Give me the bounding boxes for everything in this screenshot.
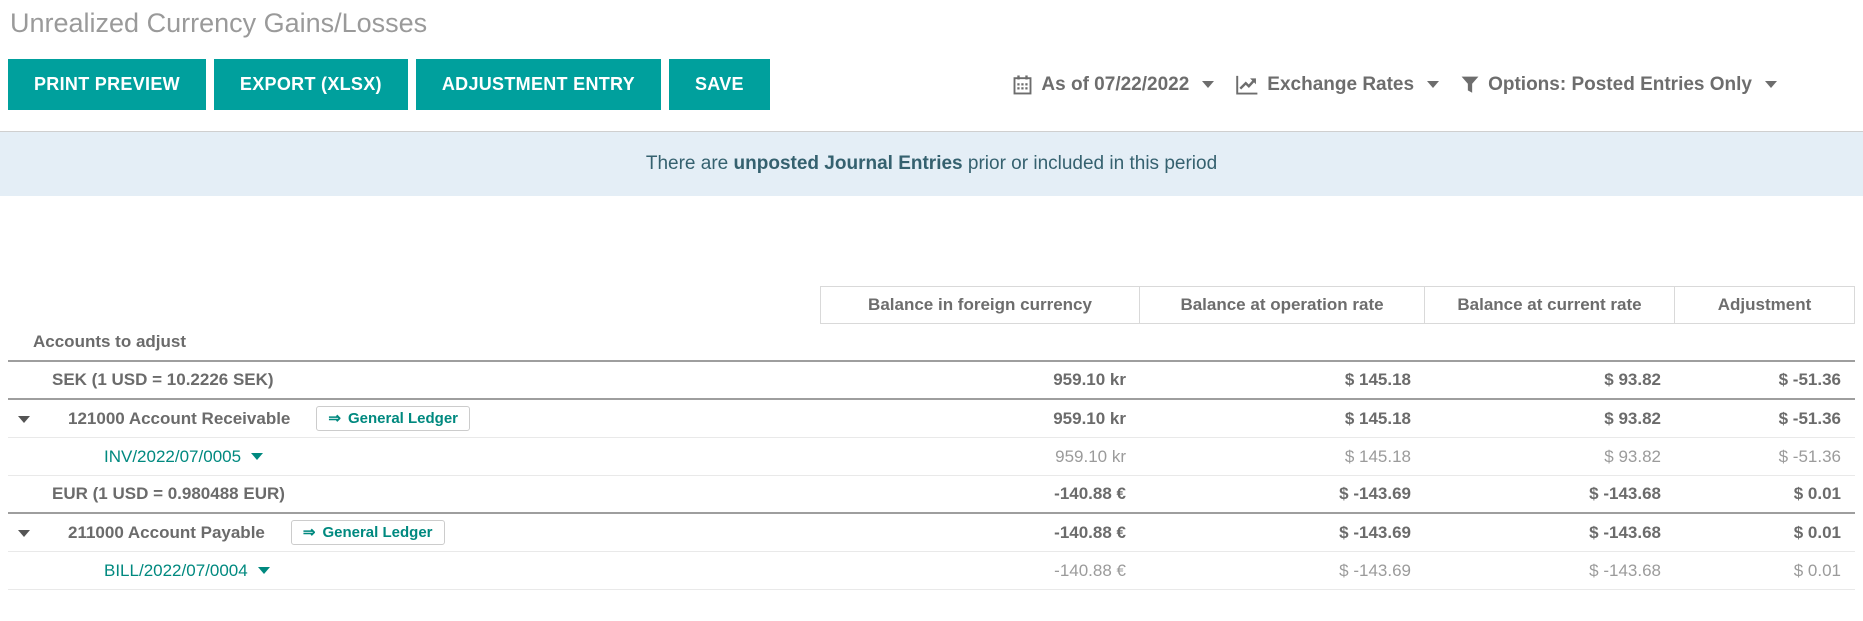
balance-current-rate: $ -143.68 (1589, 484, 1661, 503)
chevron-down-icon (1765, 81, 1777, 88)
balance-current-rate: $ 93.82 (1604, 408, 1661, 428)
exchange-rates-label: Exchange Rates (1267, 73, 1415, 95)
currency-label: EUR (1 USD = 0.980488 EUR) (52, 484, 285, 503)
table-row-entry-bill: BILL/2022/07/0004 -140.88 € $ -143.69 $ … (8, 552, 1855, 590)
balance-foreign-currency: 959.10 kr (1053, 408, 1126, 428)
balance-foreign-currency: 959.10 kr (1055, 446, 1126, 466)
balance-current-rate: $ 93.82 (1604, 446, 1661, 466)
balance-operation-rate: $ 145.18 (1344, 446, 1411, 466)
table-header-row: Balance in foreign currency Balance at o… (8, 286, 1855, 324)
print-preview-button[interactable]: PRINT PREVIEW (8, 59, 206, 110)
adjustment-entry-button[interactable]: ADJUSTMENT ENTRY (415, 59, 661, 110)
chevron-down-icon (1427, 81, 1440, 88)
table-row-account-payable: 211000 Account Payable ⇒ General Ledger -… (8, 514, 1855, 552)
collapse-caret-icon[interactable] (18, 416, 30, 423)
balance-foreign-currency: 959.10 kr (1053, 370, 1126, 389)
adjustment-value: $ 0.01 (1793, 522, 1841, 542)
section-row-accounts-to-adjust: Accounts to adjust (8, 324, 1855, 362)
journal-entry-link[interactable]: BILL/2022/07/0004 (104, 561, 270, 581)
balance-operation-rate: $ 145.18 (1344, 370, 1411, 389)
general-ledger-link[interactable]: ⇒ General Ledger (316, 406, 471, 431)
report-filters: As of 07/22/2022 Exchange Rates (1013, 74, 1777, 96)
export-xlsx-button[interactable]: EXPORT (XLSX) (213, 59, 408, 110)
account-label: 211000 Account Payable (68, 522, 265, 542)
table-row-account-receivable: 121000 Account Receivable ⇒ General Ledge… (8, 400, 1855, 438)
column-header-foreign-currency: Balance in foreign currency (820, 286, 1140, 324)
calendar-icon (1013, 74, 1032, 95)
adjustment-value: $ 0.01 (1793, 560, 1841, 580)
balance-foreign-currency: -140.88 € (1054, 522, 1126, 542)
adjustment-value: $ 0.01 (1793, 484, 1841, 503)
unposted-entries-banner: There are unposted Journal Entries prior… (0, 131, 1863, 196)
currency-label: SEK (1 USD = 10.2226 SEK) (52, 370, 274, 389)
caret-down-icon (257, 567, 270, 574)
banner-text: There are unposted Journal Entries prior… (645, 153, 1218, 174)
exchange-rates-dropdown[interactable]: Exchange Rates (1236, 73, 1440, 96)
balance-foreign-currency: -140.88 € (1054, 484, 1126, 503)
column-header-adjustment: Adjustment (1674, 286, 1855, 324)
date-filter-label: As of 07/22/2022 (1041, 73, 1190, 95)
arrow-right-icon: ⇒ (328, 410, 341, 427)
general-ledger-link[interactable]: ⇒ General Ledger (290, 520, 445, 545)
balance-current-rate: $ -143.68 (1589, 522, 1661, 542)
report-table: Balance in foreign currency Balance at o… (8, 286, 1855, 590)
adjustment-value: $ -51.36 (1778, 446, 1841, 466)
table-row-currency-sek: SEK (1 USD = 10.2226 SEK) 959.10 kr $ 14… (8, 362, 1855, 400)
page-title: Unrealized Currency Gains/Losses (10, 8, 428, 38)
balance-operation-rate: $ 145.18 (1344, 408, 1411, 428)
caret-down-icon (251, 453, 264, 460)
table-row-currency-eur: EUR (1 USD = 0.980488 EUR) -140.88 € $ -… (8, 476, 1855, 514)
save-button[interactable]: SAVE (668, 59, 770, 110)
date-filter-dropdown[interactable]: As of 07/22/2022 (1013, 73, 1215, 96)
balance-operation-rate: $ -143.69 (1339, 522, 1411, 542)
balance-current-rate: $ 93.82 (1604, 370, 1661, 389)
options-filter-label: Options: Posted Entries Only (1488, 73, 1752, 95)
balance-current-rate: $ -143.68 (1589, 560, 1661, 580)
arrow-right-icon: ⇒ (302, 524, 316, 541)
column-header-operation-rate: Balance at operation rate (1139, 286, 1425, 324)
options-filter-dropdown[interactable]: Options: Posted Entries Only (1461, 74, 1777, 96)
adjustment-value: $ -51.36 (1778, 370, 1841, 389)
section-label: Accounts to adjust (33, 332, 187, 351)
funnel-icon (1461, 76, 1479, 94)
account-label: 121000 Account Receivable (68, 408, 291, 428)
column-header-current-rate: Balance at current rate (1424, 286, 1675, 324)
unrealized-currency-report-page: Unrealized Currency Gains/Losses PRINT P… (0, 8, 1863, 621)
toolbar: PRINT PREVIEW EXPORT (XLSX) ADJUSTMENT E… (8, 59, 1777, 110)
table-row-entry-inv: INV/2022/07/0005 959.10 kr $ 145.18 $ 93… (8, 438, 1855, 476)
balance-operation-rate: $ -143.69 (1339, 484, 1411, 503)
adjustment-value: $ -51.36 (1778, 408, 1841, 428)
toolbar-buttons: PRINT PREVIEW EXPORT (XLSX) ADJUSTMENT E… (8, 59, 770, 110)
journal-entry-link[interactable]: INV/2022/07/0005 (104, 447, 264, 467)
balance-operation-rate: $ -143.69 (1339, 560, 1411, 580)
chevron-down-icon (1202, 81, 1215, 88)
line-chart-icon (1236, 75, 1258, 95)
balance-foreign-currency: -140.88 € (1054, 560, 1126, 580)
collapse-caret-icon[interactable] (18, 530, 30, 537)
